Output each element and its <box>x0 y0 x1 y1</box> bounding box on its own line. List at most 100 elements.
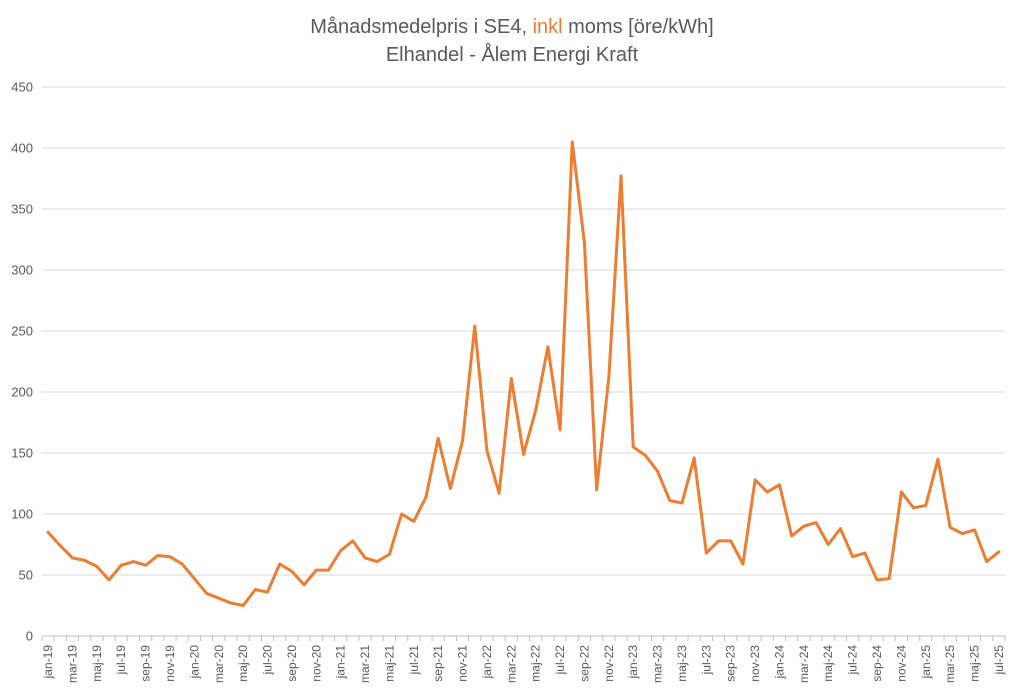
y-tick-label: 450 <box>11 80 33 95</box>
data-point <box>58 544 62 548</box>
data-point <box>278 562 282 566</box>
chart-title-suffix: moms [öre/kWh] <box>563 16 714 38</box>
y-tick-label: 300 <box>11 263 33 278</box>
x-tick-label: jul-22 <box>553 645 567 676</box>
data-point <box>192 577 196 581</box>
data-point <box>314 568 318 572</box>
data-point <box>729 539 733 543</box>
x-tick-label: sep-21 <box>431 645 445 682</box>
x-tick-label: jan-24 <box>772 645 786 680</box>
data-point <box>960 532 964 535</box>
data-point <box>765 490 769 494</box>
data-point <box>266 590 269 594</box>
data-point <box>168 555 172 559</box>
data-point <box>973 528 976 532</box>
data-point <box>863 551 867 555</box>
x-tick-label: jul-23 <box>699 645 713 676</box>
x-tick-label: sep-20 <box>285 645 299 682</box>
data-point <box>424 495 428 499</box>
data-point <box>95 565 99 568</box>
x-tick-label: nov-20 <box>309 645 323 682</box>
x-tick-label: nov-23 <box>748 645 762 682</box>
data-point <box>692 456 696 460</box>
data-point <box>363 556 367 560</box>
x-tick-label: jul-21 <box>407 645 421 676</box>
x-tick-label: maj-21 <box>382 645 396 682</box>
data-point <box>704 551 708 555</box>
x-tick-label: sep-24 <box>870 645 884 682</box>
data-point <box>753 478 757 482</box>
data-point <box>522 452 525 456</box>
data-point <box>448 486 452 490</box>
data-point <box>814 521 818 524</box>
x-tick-label: nov-24 <box>894 645 908 682</box>
x-tick-label: jan-20 <box>187 645 201 680</box>
data-point <box>144 563 148 567</box>
data-point <box>241 604 245 607</box>
data-point <box>290 569 294 573</box>
x-tick-label: jan-19 <box>41 645 55 680</box>
x-tick-label: sep-23 <box>724 645 738 682</box>
data-point <box>71 556 74 560</box>
x-tick-label: nov-21 <box>456 645 470 682</box>
y-tick-label: 150 <box>11 446 33 461</box>
y-tick-label: 200 <box>11 385 33 400</box>
data-point <box>680 501 684 505</box>
x-tick-label: maj-19 <box>90 645 104 682</box>
data-point <box>156 554 160 557</box>
data-point <box>485 449 489 452</box>
data-point <box>558 428 562 432</box>
data-point <box>546 345 550 349</box>
data-point <box>656 469 659 473</box>
x-tick-label: jan-22 <box>480 645 494 680</box>
data-point <box>388 552 391 556</box>
x-tick-label: nov-22 <box>602 645 616 682</box>
x-tick-label: mar-23 <box>651 645 665 683</box>
data-point <box>790 534 794 538</box>
x-axis: jan-19 mar-19 maj-19 jul-19 sep-19 nov-19 jan-… <box>41 635 1006 683</box>
chart-title: Månadsmedelpris i SE4, inkl moms [öre/kW… <box>310 16 713 38</box>
x-tick-label: jul-20 <box>261 645 275 676</box>
chart-title-prefix: Månadsmedelpris i SE4, <box>310 16 532 38</box>
x-tick-label: mar-21 <box>358 645 372 683</box>
x-tick-label: mar-22 <box>504 645 518 683</box>
x-tick-label: maj-23 <box>675 645 689 682</box>
data-point <box>875 578 879 582</box>
data-point <box>948 526 952 529</box>
data-point <box>302 583 306 587</box>
data-point <box>717 539 720 543</box>
series-line-group <box>46 140 1001 607</box>
data-point <box>826 543 830 546</box>
y-axis-tick-labels: 0 50 100 150 200 250 300 350 400 450 <box>11 80 33 644</box>
data-point <box>607 375 611 379</box>
x-tick-label: jan-23 <box>626 645 640 680</box>
data-point <box>375 560 379 563</box>
data-point <box>741 562 745 566</box>
data-point <box>339 549 343 552</box>
x-tick-label: jan-25 <box>919 645 933 680</box>
data-point <box>595 488 599 491</box>
data-point <box>107 578 111 582</box>
data-point <box>473 324 477 328</box>
data-point <box>912 506 915 510</box>
data-point <box>802 524 806 528</box>
data-point <box>851 555 855 559</box>
data-point <box>46 530 50 534</box>
y-tick-label: 400 <box>11 141 33 156</box>
y-tick-label: 250 <box>11 324 33 339</box>
data-point <box>412 519 416 523</box>
y-tick-label: 100 <box>11 507 33 522</box>
data-point <box>887 577 891 581</box>
data-point <box>619 174 623 178</box>
data-point <box>83 558 87 562</box>
data-point <box>119 563 123 567</box>
data-point <box>997 550 1001 554</box>
data-point <box>180 562 184 566</box>
data-point <box>132 560 135 563</box>
x-tick-label: maj-24 <box>821 645 835 682</box>
x-tick-label: sep-22 <box>577 645 591 682</box>
y-tick-label: 350 <box>11 202 33 217</box>
